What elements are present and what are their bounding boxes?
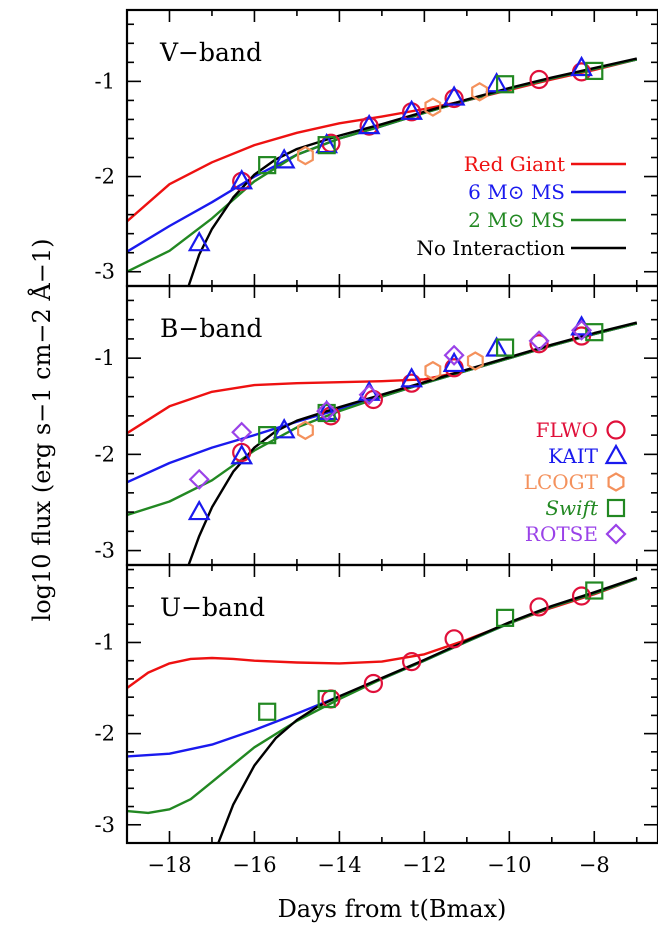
legend-label: 2 M⊙ MS [468, 208, 565, 232]
model-curves [127, 57, 638, 286]
panel-b-band: -1 -2 -3 B−band [95, 284, 658, 567]
legend-label: KAIT [548, 444, 598, 468]
panel-label: B−band [160, 314, 262, 343]
data-point [402, 652, 422, 672]
legend-label: ROTSE [525, 522, 598, 546]
data-point [297, 145, 314, 166]
data-point [495, 75, 515, 94]
data-point [466, 351, 484, 371]
data-point [272, 148, 296, 169]
observation-markers [258, 581, 604, 721]
y-tick-label: -3 [95, 260, 115, 284]
data-point [232, 442, 252, 463]
y-tick-label: -1 [95, 630, 115, 654]
legend-marker [604, 443, 628, 465]
panel-label: U−band [160, 593, 265, 622]
data-point [231, 421, 253, 443]
data-point [442, 351, 466, 373]
data-point [363, 673, 383, 694]
legend-label: LCOGT [524, 470, 599, 494]
data-point [443, 344, 465, 366]
data-point [187, 499, 211, 521]
panel-v-band: -1 -2 -3 V−band [95, 8, 658, 288]
data-point [230, 169, 254, 190]
legend-marker [605, 523, 627, 545]
y-tick-label: -2 [95, 442, 115, 466]
data-point [317, 689, 336, 709]
data-point [585, 581, 604, 600]
y-tick-label: -2 [95, 722, 115, 746]
x-tick-label: −10 [487, 853, 531, 877]
y-tick-label: -1 [95, 346, 115, 370]
data-point [357, 113, 381, 135]
x-tick-label: −18 [147, 853, 191, 877]
data-point [571, 586, 592, 606]
model-legend: Red Giant 6 M⊙ MS 2 M⊙ MS No Interaction [416, 152, 626, 260]
legend-label: Red Giant [464, 152, 565, 176]
model-curves [127, 576, 638, 843]
legend-marker [607, 472, 625, 492]
data-point [585, 61, 604, 81]
data-point [424, 360, 442, 381]
y-axis-label: log10 flux (erg s−1 cm−2 Å−1) [27, 239, 56, 622]
legend-label: No Interaction [416, 236, 565, 260]
data-point [529, 334, 549, 354]
data-point [187, 230, 211, 252]
data-point [258, 702, 277, 721]
data-point [528, 330, 550, 352]
panel-u-band: -1 -2 -3 U−band [95, 563, 658, 845]
data-point [444, 629, 464, 649]
y-tick-label: -3 [95, 813, 115, 837]
panel-frame [125, 563, 658, 845]
data-point [272, 418, 296, 439]
x-tick-label: −12 [402, 853, 446, 877]
x-tick-label: −8 [579, 853, 610, 877]
legend-marker [606, 420, 626, 440]
panel-label: V−band [159, 38, 262, 67]
data-point [317, 136, 336, 155]
data-point [444, 88, 464, 109]
data-point [297, 420, 314, 441]
data-point [571, 326, 592, 346]
data-point [529, 597, 549, 617]
data-point [495, 608, 515, 627]
observation-markers [187, 55, 604, 252]
y-tick-label: -3 [95, 539, 115, 563]
data-point [570, 319, 593, 341]
data-point [188, 468, 210, 490]
data-point [316, 400, 338, 422]
data-point [471, 82, 488, 102]
x-tick-label: −16 [232, 853, 276, 877]
data-point [585, 323, 604, 342]
x-tick-label: −14 [317, 853, 361, 877]
data-point [400, 99, 423, 120]
legend-label: FLWO [536, 418, 598, 442]
data-point [230, 444, 254, 465]
data-point [529, 69, 549, 90]
data-point [258, 426, 277, 445]
model-curve [217, 576, 638, 843]
legend-label: 6 M⊙ MS [468, 180, 565, 204]
data-point [495, 338, 515, 357]
x-axis-label: Days from t(Bmax) [278, 895, 507, 923]
observation-markers [187, 315, 604, 521]
data-point [424, 97, 442, 117]
y-tick-label: -1 [95, 69, 115, 93]
data-point [258, 156, 277, 175]
data-point [358, 384, 380, 406]
legend-label: Swift [545, 496, 599, 520]
legend-marker [606, 498, 626, 518]
y-tick-label: -2 [95, 165, 115, 189]
data-point [442, 85, 466, 106]
data-point [400, 367, 423, 388]
model-curve [187, 57, 638, 286]
